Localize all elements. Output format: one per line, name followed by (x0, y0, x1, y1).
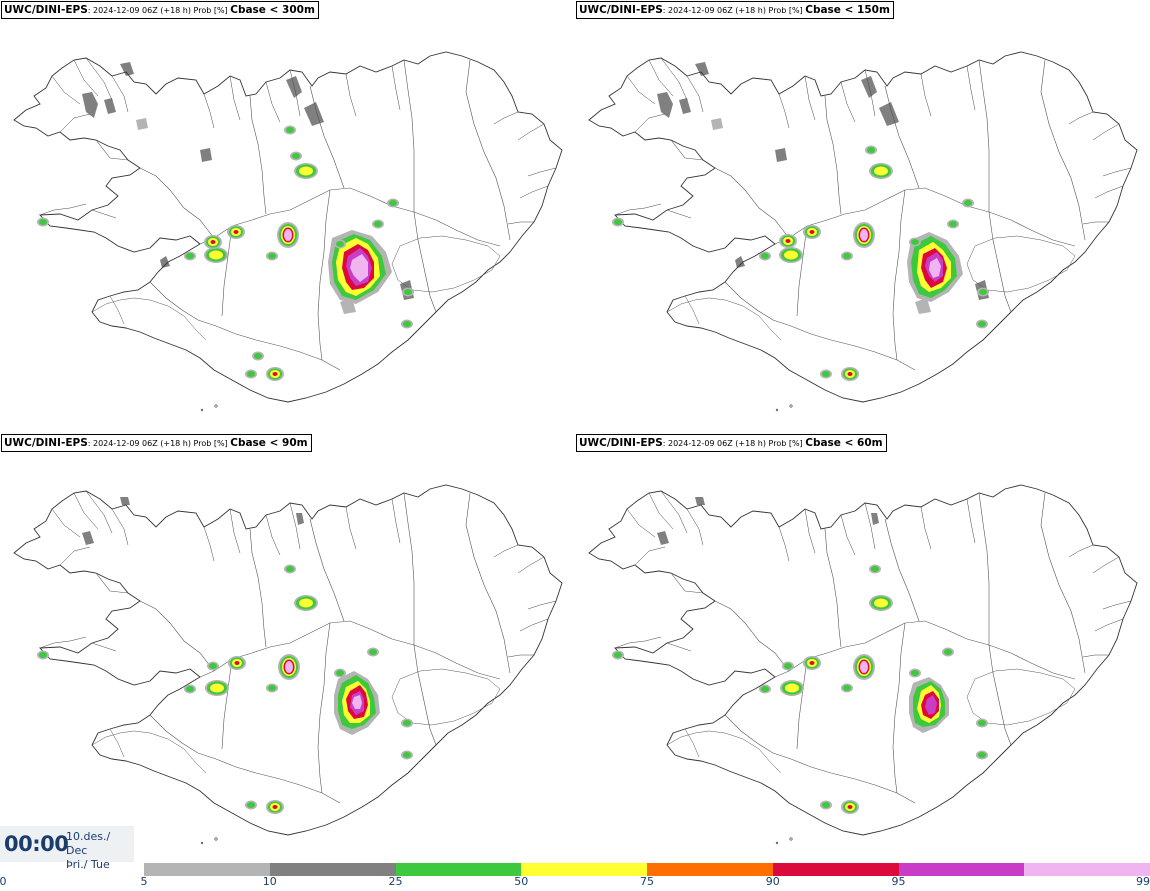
panel-title-1: UWC/DINI-EPS: 2024-12-09 06Z (+18 h) Pro… (1, 1, 319, 19)
iceland-map-3 (0, 433, 575, 866)
colorbar-tick-label: 75 (640, 875, 654, 888)
map-panel-2: UWC/DINI-EPS: 2024-12-09 06Z (+18 h) Pro… (575, 0, 1150, 433)
colorbar-segment (144, 863, 270, 876)
panel-title-4: UWC/DINI-EPS: 2024-12-09 06Z (+18 h) Pro… (576, 434, 887, 452)
colorbar-tick-label: 10 (262, 875, 277, 888)
colorbar-tick-label: 25 (388, 875, 403, 888)
colorbar-segment (1024, 863, 1150, 876)
valid-time-clock: 00:00 (4, 832, 69, 856)
colorbar-segment (395, 863, 522, 876)
colorbar-tick-label: 90 (765, 875, 780, 888)
colorbar-segment (772, 863, 899, 876)
probability-colorbar (144, 863, 1150, 876)
colorbar-segment (269, 863, 396, 876)
map-panel-4: UWC/DINI-EPS: 2024-12-09 06Z (+18 h) Pro… (575, 433, 1150, 866)
panel-title-2: UWC/DINI-EPS: 2024-12-09 06Z (+18 h) Pro… (576, 1, 894, 19)
colorbar-segment (898, 863, 1025, 876)
colorbar-tick-label: 50 (514, 875, 529, 888)
map-panel-1: UWC/DINI-EPS: 2024-12-09 06Z (+18 h) Pro… (0, 0, 575, 433)
valid-date-line-2: Þri./ Tue (66, 858, 110, 871)
iceland-map-4 (575, 433, 1150, 866)
valid-time-date: 10.des./ Dec Þri./ Tue (66, 830, 134, 872)
colorbar-tick-label: 0 (0, 875, 7, 888)
colorbar-tick-label: 5 (140, 875, 148, 888)
iceland-map-2 (575, 0, 1150, 433)
colorbar-tick-label: 99 (1136, 875, 1150, 888)
panel-title-3: UWC/DINI-EPS: 2024-12-09 06Z (+18 h) Pro… (1, 434, 312, 452)
valid-time-box: 00:00 10.des./ Dec Þri./ Tue (0, 826, 134, 871)
iceland-map-1 (0, 0, 575, 433)
map-panel-3: UWC/DINI-EPS: 2024-12-09 06Z (+18 h) Pro… (0, 433, 575, 866)
valid-date-line-1: 10.des./ Dec (66, 830, 111, 857)
colorbar-segment (521, 863, 647, 876)
colorbar-segment (647, 863, 773, 876)
colorbar-tick-label: 95 (891, 875, 906, 888)
